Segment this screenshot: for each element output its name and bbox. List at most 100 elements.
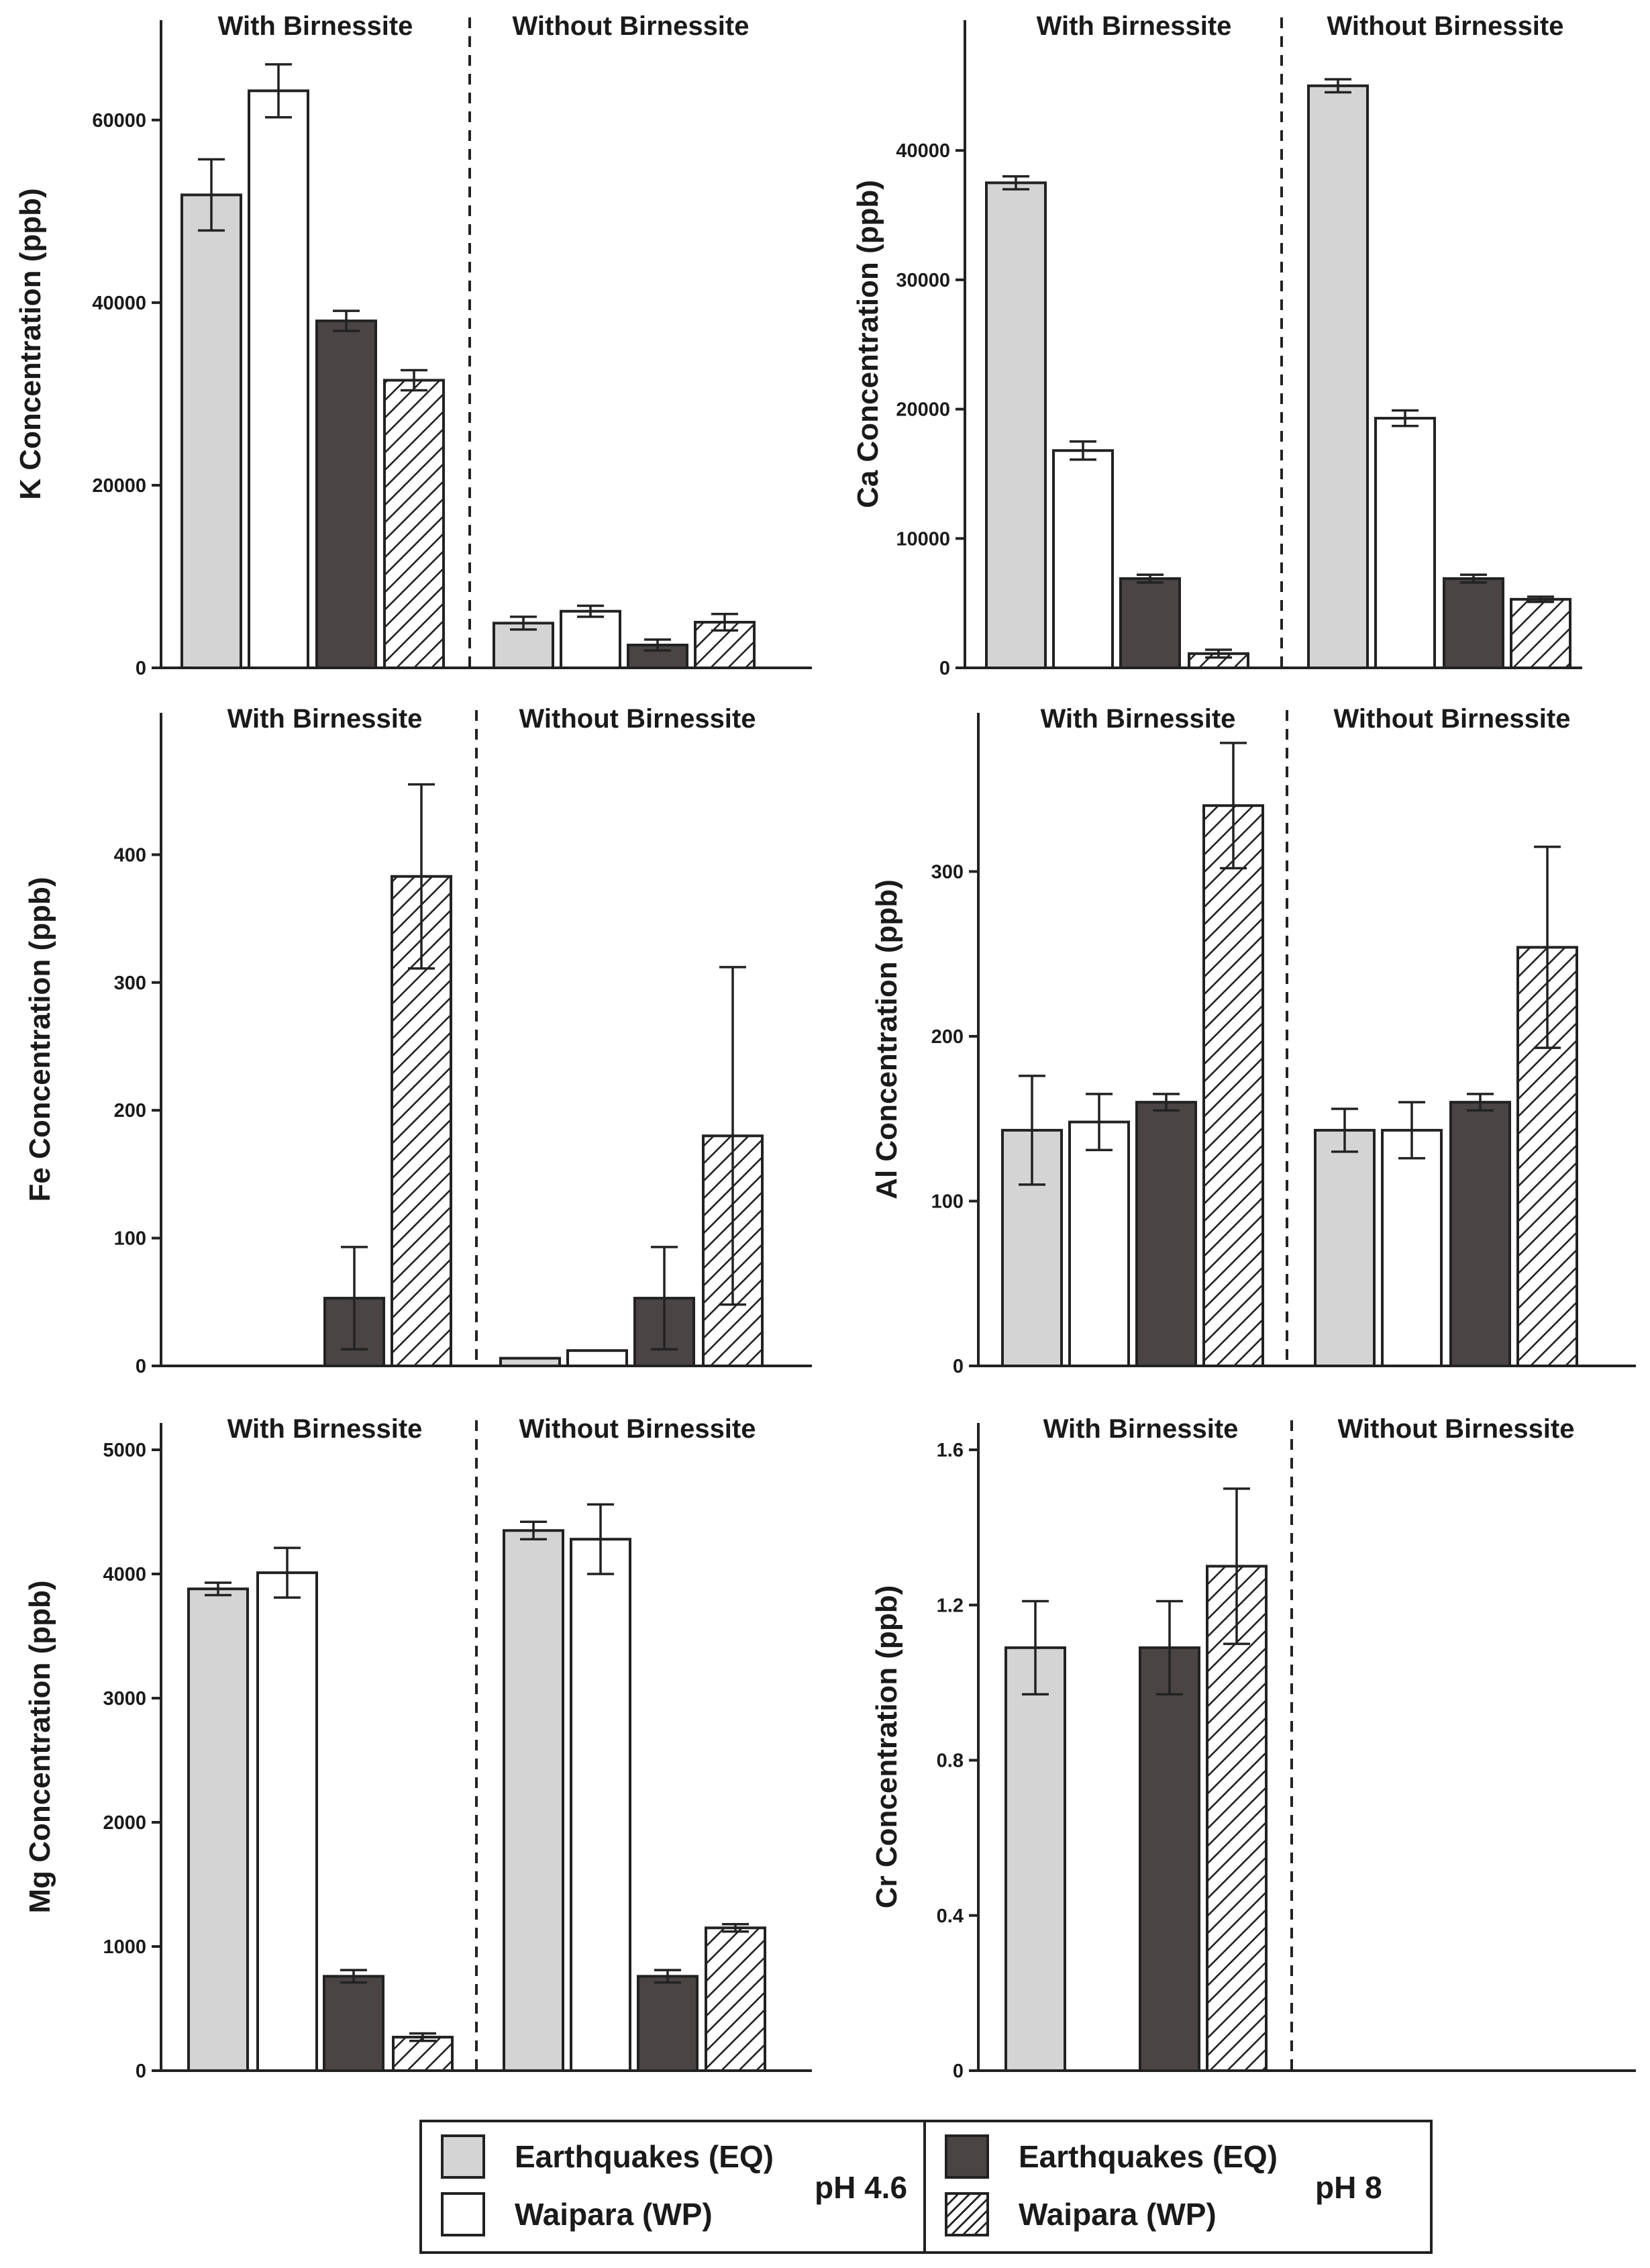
y-tick-label: 1.6	[937, 1440, 964, 1461]
error-bar	[1467, 1093, 1494, 1112]
y-tick-label: 0	[136, 1356, 146, 1377]
error-bar	[274, 1546, 301, 1599]
bar-wp-ph46	[248, 89, 309, 669]
legend-swatch-eq-ph8	[945, 2134, 989, 2179]
legend-swatch-eq-ph46	[441, 2134, 485, 2179]
legend-ph8-group: Earthquakes (EQ) Waipara (WP) pH 8	[926, 2122, 1430, 2251]
legend-ph-high: pH 8	[1315, 2170, 1382, 2205]
y-tick-label: 0.8	[937, 1751, 964, 1772]
error-bar	[1392, 409, 1419, 428]
error-bar	[722, 1922, 749, 1933]
error-bar	[719, 966, 746, 1306]
error-bar	[1325, 78, 1351, 94]
error-bar	[1019, 1075, 1045, 1186]
bar-eq-ph8	[323, 1975, 384, 2072]
group-label-1: With Birnessite	[218, 11, 413, 41]
chart-panel-1: 0 20000 40000 60000 K Concentration (ppb) Wit…	[14, 11, 812, 679]
error-bar	[1460, 573, 1487, 584]
bar-eq-ph46	[499, 1357, 561, 1368]
legend-item-wp-ph8: Waipara (WP)	[945, 2192, 1217, 2236]
y-axis-label: K Concentration (ppb)	[14, 188, 47, 499]
bar-wp-ph8	[392, 2036, 454, 2073]
y-tick-label: 2000	[103, 1812, 146, 1834]
bar-eq-ph8	[1119, 577, 1181, 669]
y-tick-label: 1.2	[937, 1595, 964, 1616]
legend-label-eq-ph46: Earthquakes (EQ)	[515, 2139, 774, 2174]
legend-item-wp-ph46: Waipara (WP)	[441, 2192, 713, 2236]
error-bar	[1086, 1093, 1113, 1152]
group-label-2: Without Birnessite	[1338, 1414, 1575, 1444]
chart-panel-4: 0 100 200 300 Al Concentration (ppb) With Bir…	[870, 704, 1636, 1377]
chart-panel-5: 0 1000 2000 3000 4000 5000 Mg Concentration (p…	[23, 1414, 812, 2082]
y-tick-label: 20000	[92, 475, 146, 497]
y-tick-label: 0	[136, 2061, 146, 2082]
legend-label-wp-ph46: Waipara (WP)	[515, 2197, 713, 2232]
error-bar	[1070, 440, 1096, 461]
error-bar	[1331, 1107, 1358, 1153]
group-label-2: Without Birnessite	[519, 1414, 756, 1444]
y-tick-label: 0	[939, 658, 950, 679]
error-bar	[265, 63, 292, 119]
group-label-2: Without Birnessite	[513, 11, 750, 41]
group-label-1: With Birnessite	[1041, 704, 1236, 734]
y-tick-label: 3000	[103, 1688, 146, 1710]
legend-label-wp-ph8: Waipara (WP)	[1019, 2197, 1217, 2232]
error-bar	[1153, 1093, 1180, 1112]
bar-wp-ph8	[1206, 1565, 1268, 2072]
error-bar	[198, 158, 225, 232]
y-axis-label: Fe Concentration (ppb)	[23, 877, 56, 1202]
error-bar	[340, 1969, 367, 1984]
error-bar	[1220, 742, 1247, 870]
bar-wp-ph46	[570, 1538, 631, 2072]
bar-eq-ph8	[315, 319, 377, 669]
bar-wp-ph46	[566, 1349, 628, 1367]
error-bar	[1137, 573, 1164, 584]
bar-eq-ph8	[1443, 577, 1504, 669]
bar-eq-ph8	[637, 1975, 699, 2072]
y-tick-label: 200	[931, 1026, 964, 1048]
error-bar	[510, 615, 537, 631]
legend-item-eq-ph46: Earthquakes (EQ)	[441, 2134, 774, 2179]
bar-wp-ph46	[1374, 417, 1436, 670]
error-bar	[1022, 1599, 1049, 1695]
error-bar	[205, 1581, 231, 1597]
error-bar	[1205, 648, 1232, 659]
legend-swatch-wp-ph8	[945, 2192, 989, 2236]
error-bar	[333, 309, 360, 332]
error-bar	[1223, 1487, 1250, 1645]
legend: Earthquakes (EQ) Waipara (WP) pH 4.6 Ear…	[419, 2120, 1433, 2254]
y-tick-label: 5000	[103, 1440, 146, 1461]
y-tick-label: 40000	[92, 293, 146, 314]
bar-eq-ph46	[503, 1529, 564, 2072]
error-bar	[1398, 1101, 1425, 1160]
error-bar	[1534, 845, 1561, 1049]
y-tick-label: 10000	[896, 528, 950, 550]
legend-item-eq-ph8: Earthquakes (EQ)	[945, 2134, 1278, 2179]
bar-eq-ph46	[187, 1587, 249, 2072]
y-tick-label: 30000	[896, 270, 950, 291]
error-bar	[644, 638, 671, 652]
y-tick-label: 4000	[103, 1564, 146, 1585]
error-bar	[711, 612, 738, 632]
chart-panel-2: 0 10000 20000 30000 40000 Ca Concentration (p…	[852, 11, 1582, 679]
bar-wp-ph8	[1202, 804, 1264, 1368]
bar-wp-ph46	[1052, 449, 1114, 669]
y-axis-label: Ca Concentration (ppb)	[852, 180, 884, 508]
bar-wp-ph8	[705, 1926, 766, 2072]
bar-eq-ph8	[1449, 1101, 1511, 1367]
bar-wp-ph8	[1510, 597, 1571, 669]
bar-eq-ph46	[493, 622, 554, 669]
chart-panel-3: 0 100 200 300 400 Fe Concentration (ppb) With …	[23, 704, 812, 1377]
bar-eq-ph46	[181, 193, 242, 669]
group-label-2: Without Birnessite	[1334, 704, 1571, 734]
y-tick-label: 0	[953, 2061, 964, 2082]
y-tick-label: 0.4	[937, 1906, 964, 1927]
y-axis-label: Al Concentration (ppb)	[870, 879, 903, 1199]
y-tick-label: 20000	[896, 399, 950, 421]
error-bar	[651, 1246, 678, 1350]
bar-eq-ph46	[985, 181, 1047, 669]
legend-swatch-wp-ph46	[441, 2192, 485, 2236]
error-bar	[1156, 1599, 1183, 1695]
group-label-1: With Birnessite	[227, 704, 423, 734]
group-label-2: Without Birnessite	[1327, 11, 1564, 41]
